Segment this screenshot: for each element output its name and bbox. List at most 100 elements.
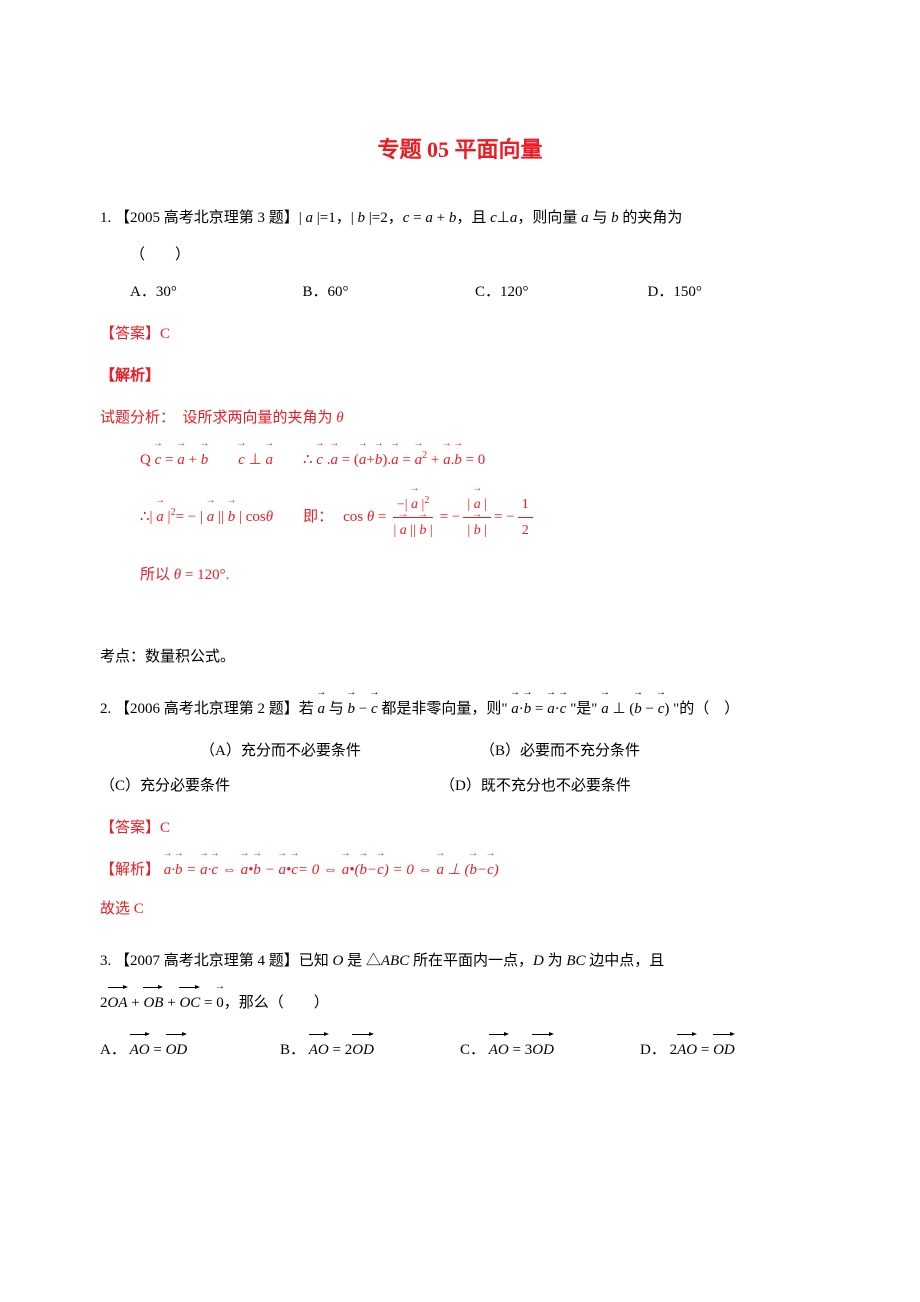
q1-answer: 【答案】C — [100, 321, 820, 348]
q2-b2: b — [524, 696, 532, 723]
q3-d-prefix: D． — [640, 1042, 666, 1058]
q3-OB: OB — [143, 990, 163, 1017]
q3-b-two: 2 — [345, 1042, 353, 1058]
q2-mid2: 都是非零向量，则" — [378, 701, 512, 717]
q3-a-ao: AO — [130, 1037, 150, 1064]
q2-opt-a: （A）充分而不必要条件 — [200, 738, 480, 765]
q1-analysis-intro: 试题分析： 设所求两向量的夹角为 θ — [100, 405, 820, 432]
q1-kaodian: 考点：数量积公式。 — [100, 644, 820, 671]
q3-a-eq: = — [150, 1042, 166, 1058]
q3-equation: 2OA + OB + OC = 0，那么（ ） — [100, 990, 820, 1017]
q1-paren: （ ） — [130, 242, 820, 269]
q3-OA: OA — [108, 990, 128, 1017]
q1-mid5: ，且 — [456, 210, 490, 226]
q3-plus2: + — [163, 995, 179, 1011]
q1-suffix: 的夹角为 — [619, 210, 683, 226]
q2-vec-a: a — [318, 696, 326, 723]
q1-frac3: 1 2 — [518, 492, 533, 543]
q3-eq-prefix: 2 — [100, 995, 108, 1011]
q1-mid1: |=1，| — [313, 210, 357, 226]
q1-analysis-header: 【解析】 — [100, 363, 820, 390]
q2-c2: c — [560, 696, 567, 723]
q2-stem: 2. 【2006 高考北京理第 2 题】若 a 与 b − c 都是非零向量，则… — [100, 696, 820, 723]
q3-c-ao: AO — [489, 1037, 509, 1064]
q2-mid1: 与 — [325, 701, 348, 717]
q1-mid7: ，则向量 — [517, 210, 581, 226]
q2-options-row1: （A）充分而不必要条件 （B）必要而不充分条件 — [100, 738, 820, 765]
q1-options: A．30° B．60° C．120° D．150° — [130, 279, 820, 306]
q2-mid4: "的（ ） — [669, 701, 739, 717]
q1-mid4: + — [433, 210, 449, 226]
q3-c-three: 3 — [525, 1042, 533, 1058]
q3-prefix: 3. 【2007 高考北京理第 4 题】已知 — [100, 953, 333, 969]
q3-D: D — [533, 953, 544, 969]
q2-options-row2: （C）充分必要条件 （D）既不充分也不必要条件 — [100, 773, 820, 800]
q1-math-line1: Q c = a + b c ⊥ a ∴ c .a = (a+b).a = a2 … — [140, 447, 820, 474]
q2-vec-c: c — [371, 696, 378, 723]
q2-vec-b: b — [348, 696, 356, 723]
q2-mid3: "是" — [566, 701, 601, 717]
q3-opt-b: B． AO = 2OD — [280, 1037, 460, 1064]
q3-opt-c: C． AO = 3OD — [460, 1037, 640, 1064]
q2-analysis: 【解析】 a·b = a·c ⇔ a•b − a•c= 0 ⇔ a•(b−c) … — [100, 857, 820, 884]
q3-opt-a: A． AO = OD — [100, 1037, 280, 1064]
q3-d-ao: AO — [677, 1037, 697, 1064]
q1-stem: 1. 【2005 高考北京理第 3 题】| a |=1，| b |=2，c = … — [100, 205, 820, 232]
q3-BC: BC — [566, 953, 585, 969]
q3-zero: 0 — [216, 990, 224, 1017]
q1-var-a2: a — [425, 210, 433, 226]
q3-suffix: ，那么（ ） — [224, 995, 329, 1011]
q1-mid6: ⊥ — [497, 210, 510, 226]
q1-var-a4: a — [581, 210, 589, 226]
q3-c-eq: = — [509, 1042, 525, 1058]
q3-mid1: 是 △ — [343, 953, 381, 969]
q2-answer: 【答案】C — [100, 815, 820, 842]
q2-a4: a — [601, 696, 609, 723]
q3-b-eq: = — [329, 1042, 345, 1058]
q1-frac1: −| a |2 | a || b | — [389, 492, 436, 544]
q3-ABC: ABC — [381, 953, 409, 969]
q1-opt-c: C．120° — [475, 279, 648, 306]
q1-var-b3: b — [611, 210, 619, 226]
q1-opt-a: A．30° — [130, 279, 303, 306]
q3-d-od: OD — [713, 1037, 735, 1064]
q3-OC: OC — [179, 990, 200, 1017]
q1-math-line3: 所以 θ = 120°. — [140, 562, 820, 589]
q1-frac2: | a | | b | — [463, 492, 491, 543]
q2-analysis-math: a·b = a·c ⇔ a•b − a•c= 0 ⇔ a•(b−c) = 0 ⇔… — [164, 862, 499, 878]
q3-mid3: 为 — [544, 953, 567, 969]
q3-stem: 3. 【2007 高考北京理第 4 题】已知 O 是 △ABC 所在平面内一点，… — [100, 948, 820, 975]
q1-math-label: 即： — [303, 504, 333, 531]
q1-mid3: = — [409, 210, 425, 226]
q2-opt-b: （B）必要而不充分条件 — [480, 738, 640, 765]
q1-math-line2: ∴| a |2= − | a || b | cosθ 即： cos θ = −|… — [140, 492, 820, 544]
q3-c-od: OD — [532, 1037, 554, 1064]
q3-mid2: 所在平面内一点， — [409, 953, 533, 969]
q3-eq: = — [200, 995, 216, 1011]
q1-var-b: b — [357, 210, 365, 226]
q2-a2: a — [511, 696, 519, 723]
q2-a3: a — [547, 696, 555, 723]
q1-prefix: 1. 【2005 高考北京理第 3 题】| — [100, 210, 306, 226]
q2-prefix: 2. 【2006 高考北京理第 2 题】若 — [100, 701, 318, 717]
q3-b-od: OD — [352, 1037, 374, 1064]
q1-math-seg1: Q c = a + b c ⊥ a — [140, 447, 273, 474]
q1-math-seg3: ∴| a |2= − | a || b | cosθ — [140, 504, 273, 531]
q1-eq2: = − — [494, 504, 515, 531]
q3-opt-d: D． 2AO = OD — [640, 1037, 820, 1064]
q1-math-seg2: ∴ c .a = (a+b).a = a2 + a.b = 0 — [303, 447, 485, 474]
q3-a-od: OD — [166, 1037, 188, 1064]
q1-var-a: a — [306, 210, 314, 226]
q3-d-two: 2 — [670, 1042, 678, 1058]
q2-c3: c — [658, 696, 665, 723]
q3-a-prefix: A． — [100, 1042, 126, 1058]
q1-cos: cos θ = — [343, 504, 386, 531]
q1-intro-text: 试题分析： 设所求两向量的夹角为 — [100, 410, 336, 426]
q3-b-prefix: B． — [280, 1042, 305, 1058]
q1-eq1: = − — [440, 504, 461, 531]
q3-d-eq: = — [697, 1042, 713, 1058]
q1-opt-b: B．60° — [303, 279, 476, 306]
q3-mid4: 边中点，且 — [586, 953, 665, 969]
q3-plus1: + — [128, 995, 144, 1011]
q2-b3: b — [634, 696, 642, 723]
